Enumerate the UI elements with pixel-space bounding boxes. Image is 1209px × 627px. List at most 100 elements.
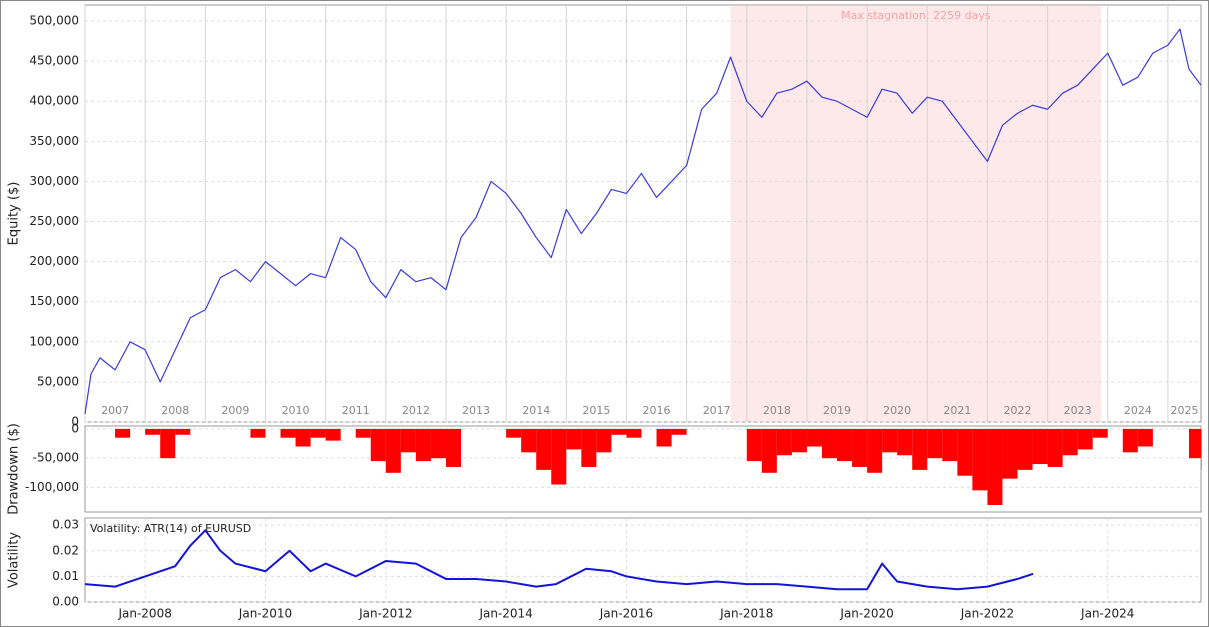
drawdown-bar xyxy=(430,428,446,459)
drawdown-bar xyxy=(987,428,1003,505)
drawdown-bar xyxy=(611,428,627,435)
drawdown-bar xyxy=(656,428,672,447)
drawdown-bar xyxy=(295,428,311,447)
drawdown-bar xyxy=(882,428,898,453)
drawdown-bar xyxy=(761,428,777,473)
drawdown-bar xyxy=(957,428,973,476)
y-tick-label: 0.02 xyxy=(52,543,79,557)
x-tick-label: 2013 xyxy=(462,404,490,417)
y-tick-label: 0 xyxy=(71,415,79,429)
y-tick-label: 0.01 xyxy=(52,569,79,583)
drawdown-bar xyxy=(927,428,943,459)
drawdown-bar xyxy=(160,428,176,459)
y-tick-label: 500,000 xyxy=(29,14,79,28)
drawdown-bar xyxy=(912,428,928,470)
y-tick-label: 450,000 xyxy=(29,54,79,68)
y-tick-label: 0.03 xyxy=(52,518,79,532)
x-tick-label: 2021 xyxy=(943,404,971,417)
drawdown-bar xyxy=(852,428,868,467)
drawdown-bar xyxy=(400,428,416,453)
y-tick-label: 350,000 xyxy=(29,134,79,148)
drawdown-bar xyxy=(837,428,853,462)
drawdown-bar xyxy=(897,428,913,456)
x-tick-label: 2024 xyxy=(1124,404,1152,417)
y-tick-label: 250,000 xyxy=(29,214,79,228)
stagnation-label: Max stagnation: 2259 days xyxy=(841,9,991,22)
drawdown-bar xyxy=(551,428,567,485)
x-tick-label: 2019 xyxy=(823,404,851,417)
drawdown-bar xyxy=(1137,428,1153,447)
x-tick-label: Jan-2020 xyxy=(839,607,893,621)
y-tick-label: 150,000 xyxy=(29,294,79,308)
stagnation-band xyxy=(730,6,1102,421)
drawdown-bar xyxy=(1047,428,1063,467)
x-tick-label: 2014 xyxy=(522,404,550,417)
drawdown-bar xyxy=(566,428,582,450)
x-tick-label: 2007 xyxy=(101,404,129,417)
drawdown-bar xyxy=(626,428,642,438)
series-line xyxy=(84,28,1202,415)
x-tick-label: 2010 xyxy=(282,404,310,417)
drawdown-bar xyxy=(1002,428,1018,479)
x-tick-label: 2008 xyxy=(161,404,189,417)
drawdown-bar xyxy=(1062,428,1078,456)
drawdown-bar xyxy=(175,428,191,435)
y-tick-label: -100,000 xyxy=(25,480,79,494)
drawdown-bar xyxy=(506,428,522,438)
series-name: Volatility: ATR(14) of EURUSD xyxy=(90,522,251,535)
x-tick-label: 2023 xyxy=(1064,404,1092,417)
x-tick-label: 2022 xyxy=(1004,404,1032,417)
drawdown-bar xyxy=(355,428,371,438)
x-tick-label: 2017 xyxy=(703,404,731,417)
x-tick-label: 2025 xyxy=(1170,404,1198,417)
x-tick-label: 2011 xyxy=(342,404,370,417)
drawdown-bar xyxy=(415,428,431,462)
y-tick-label: -50,000 xyxy=(33,451,79,465)
drawdown-bar xyxy=(806,428,822,447)
drawdown-bar xyxy=(821,428,838,459)
drawdown-bar xyxy=(250,428,266,438)
drawdown-bar xyxy=(1201,428,1202,470)
x-tick-label: Jan-2012 xyxy=(358,607,412,621)
drawdown-bar xyxy=(942,428,958,462)
x-tick-label: 2016 xyxy=(643,404,671,417)
y-axis-label: Volatility xyxy=(7,532,22,588)
drawdown-bar xyxy=(145,428,161,435)
y-tick-label: 100,000 xyxy=(29,334,79,348)
drawdown-bar xyxy=(671,428,687,435)
drawdown-bar xyxy=(1032,428,1048,465)
drawdown-bar xyxy=(370,428,386,462)
x-tick-label: Jan-2018 xyxy=(719,607,773,621)
x-tick-label: Jan-2010 xyxy=(238,607,292,621)
drawdown-bar xyxy=(325,428,341,441)
x-tick-label: Jan-2016 xyxy=(599,607,653,621)
y-axis-label: Drawdown ($) xyxy=(7,423,22,515)
drawdown-bar xyxy=(280,428,296,438)
drawdown-bar xyxy=(972,428,988,491)
drawdown-bar xyxy=(867,428,883,473)
x-tick-label: 2018 xyxy=(763,404,791,417)
series-line xyxy=(84,529,1034,591)
drawdown-bar xyxy=(1092,428,1108,438)
drawdown-bar xyxy=(791,428,807,453)
x-tick-label: 2015 xyxy=(582,404,610,417)
drawdown-bar xyxy=(445,428,462,467)
x-tick-label: Jan-2024 xyxy=(1080,607,1134,621)
drawdown-bar xyxy=(310,428,326,438)
x-tick-label: 2012 xyxy=(402,404,430,417)
x-tick-label: Jan-2022 xyxy=(960,607,1014,621)
y-tick-label: 0 xyxy=(71,421,79,435)
drawdown-bar xyxy=(1017,428,1033,470)
y-axis-label: Equity ($) xyxy=(7,182,22,246)
drawdown-bar xyxy=(115,428,131,438)
drawdown-bar xyxy=(1077,428,1093,450)
drawdown-bar xyxy=(385,428,401,473)
y-tick-label: 400,000 xyxy=(29,94,79,108)
drawdown-bar xyxy=(1122,428,1138,453)
drawdown-bar xyxy=(776,428,792,456)
plot-area xyxy=(84,517,1202,603)
x-tick-label: 2009 xyxy=(221,404,249,417)
drawdown-bar xyxy=(1188,428,1201,459)
drawdown-bar xyxy=(521,428,537,453)
